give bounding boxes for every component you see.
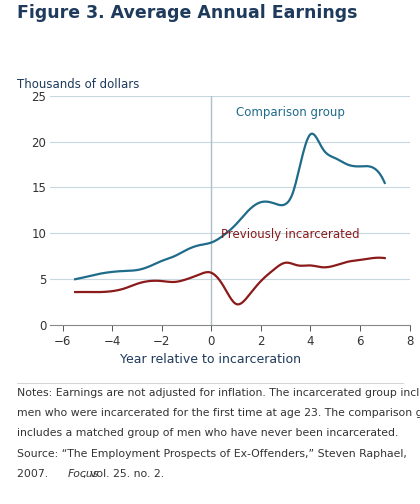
Text: men who were incarcerated for the first time at age 23. The comparison group: men who were incarcerated for the first … [17, 408, 420, 418]
Text: Comparison group: Comparison group [236, 106, 345, 119]
Text: 2007.: 2007. [17, 469, 55, 479]
Text: Source: “The Employment Prospects of Ex-Offenders,” Steven Raphael,: Source: “The Employment Prospects of Ex-… [17, 449, 407, 459]
Text: , vol. 25. no. 2.: , vol. 25. no. 2. [83, 469, 164, 479]
Text: Year relative to incarceration: Year relative to incarceration [120, 353, 300, 366]
Text: Previously incarcerated: Previously incarcerated [221, 228, 360, 241]
Text: includes a matched group of men who have never been incarcerated.: includes a matched group of men who have… [17, 428, 398, 438]
Text: Figure 3. Average Annual Earnings: Figure 3. Average Annual Earnings [17, 4, 357, 22]
Text: Notes: Earnings are not adjusted for inflation. The incarcerated group includes: Notes: Earnings are not adjusted for inf… [17, 388, 420, 398]
Text: Focus: Focus [68, 469, 99, 479]
Text: Thousands of dollars: Thousands of dollars [17, 78, 139, 91]
